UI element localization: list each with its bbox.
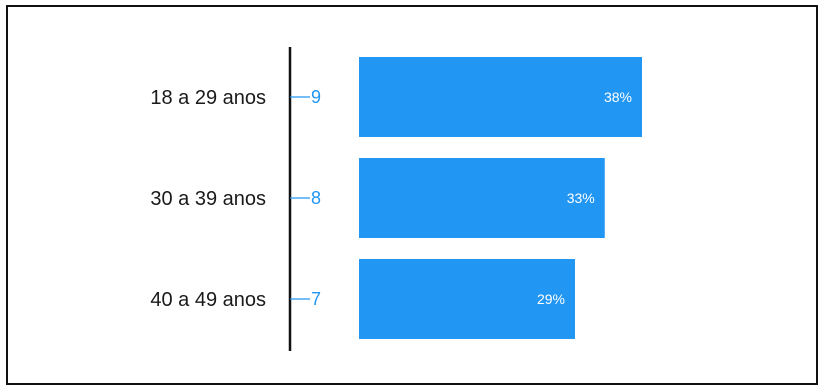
category-label: 30 a 39 anos — [150, 188, 266, 210]
bar — [359, 259, 575, 339]
category-label: 18 a 29 anos — [150, 87, 266, 109]
value-label: 38% — [604, 89, 632, 105]
category-label: 40 a 49 anos — [150, 289, 266, 311]
count-label: 8 — [311, 188, 321, 208]
bar — [359, 57, 642, 137]
value-label: 29% — [537, 291, 565, 307]
count-label: 9 — [311, 87, 321, 107]
bar-rows: 18 a 29 anos 9 38% 30 a 39 anos 8 33% 40 a 49 … — [150, 57, 642, 339]
count-label: 7 — [311, 289, 321, 309]
value-label: 33% — [567, 190, 595, 206]
bar — [359, 158, 605, 238]
